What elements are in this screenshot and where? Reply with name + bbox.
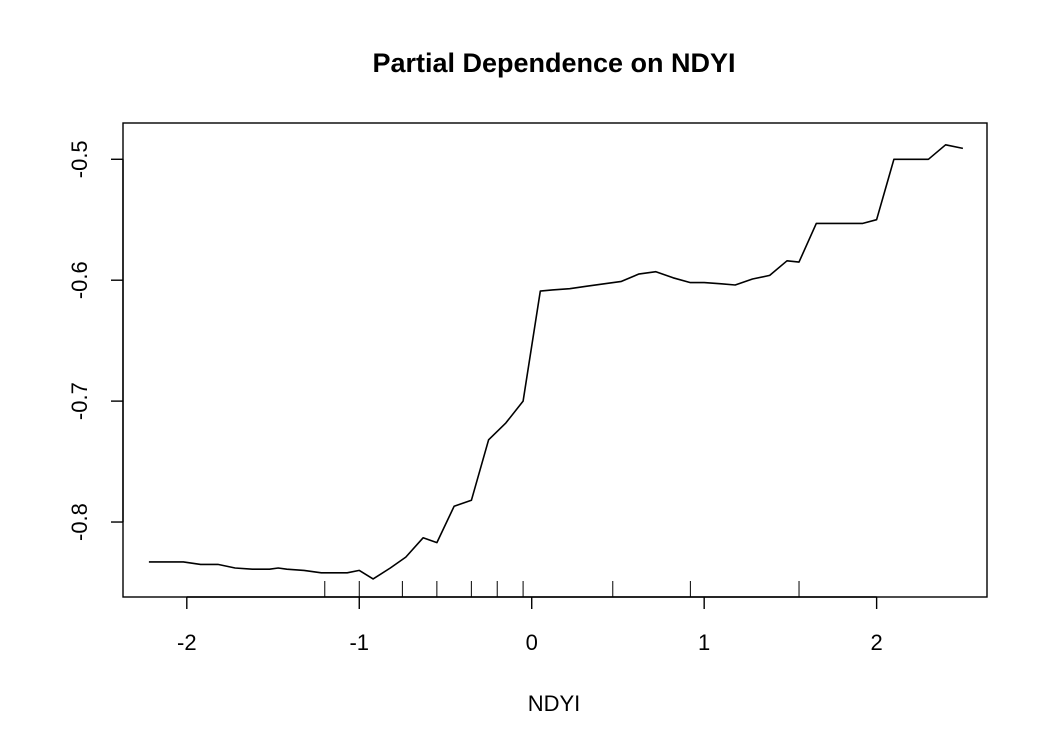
series-line — [148, 144, 964, 580]
x-tick-label: -2 — [177, 630, 197, 655]
y-axis: -0.8 -0.7 -0.6 -0.5 — [67, 140, 124, 541]
y-tick-label: -0.7 — [67, 382, 92, 420]
series-group — [148, 144, 964, 580]
y-tick-label: -0.6 — [67, 261, 92, 299]
rug-marks — [324, 581, 800, 597]
plot-frame — [122, 122, 988, 598]
x-tick-label: 2 — [871, 630, 883, 655]
x-tick-label: 0 — [526, 630, 538, 655]
chart-title: Partial Dependence on NDYI — [372, 48, 735, 78]
y-tick-label: -0.8 — [67, 503, 92, 541]
x-tick-label: 1 — [698, 630, 710, 655]
y-tick-label: -0.5 — [67, 140, 92, 178]
x-tick-label: -1 — [349, 630, 369, 655]
x-axis: -2 -1 0 1 2 — [177, 596, 883, 655]
x-axis-label: NDYI — [528, 691, 581, 716]
